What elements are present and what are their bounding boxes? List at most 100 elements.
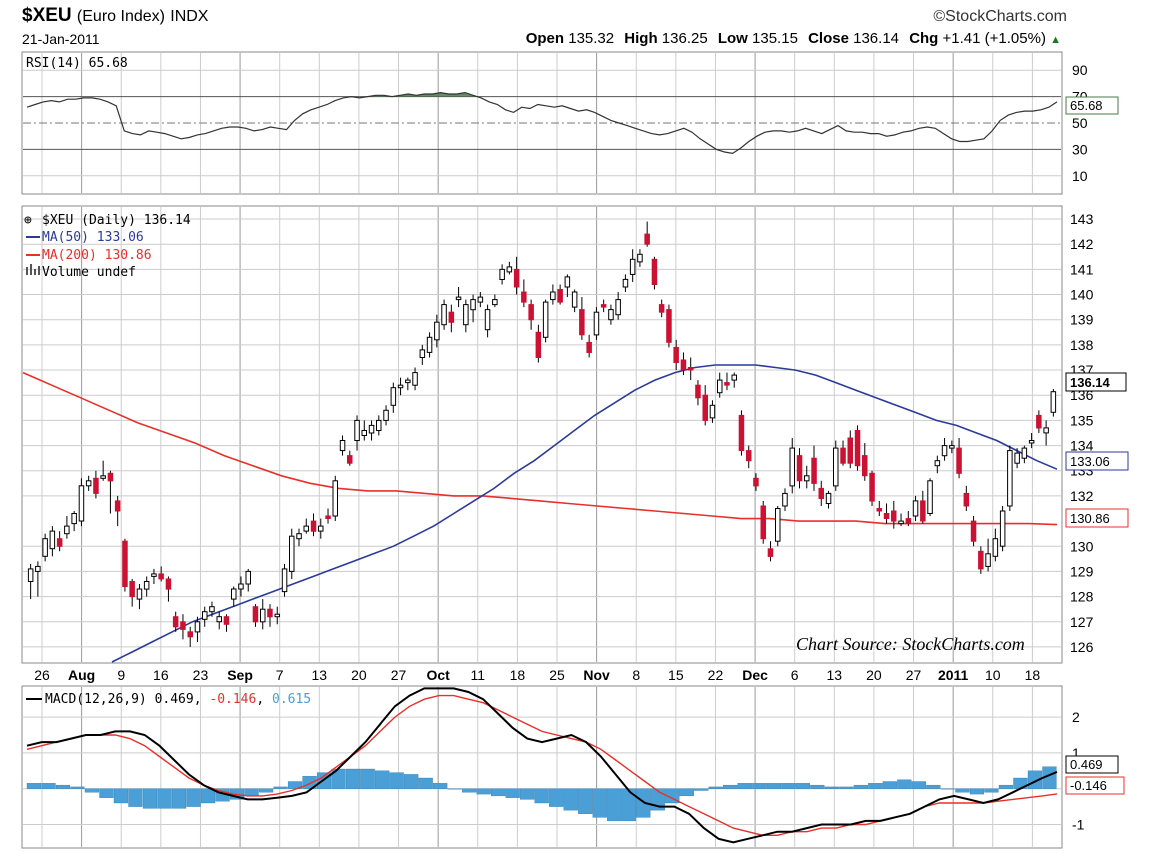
price-y-tick: 135 <box>1070 412 1094 428</box>
candle-body <box>310 520 317 532</box>
x-tick-label: 18 <box>1025 667 1041 683</box>
x-tick-label: Sep <box>227 667 253 683</box>
macd-histogram-bar <box>723 784 738 789</box>
macd-histogram-bar <box>447 788 462 790</box>
candle-body <box>513 268 520 288</box>
macd-histogram-bar <box>418 777 433 789</box>
open-value: 135.32 <box>568 30 615 47</box>
macd-histogram-bar <box>621 788 636 822</box>
ma50-value-tag: 133.06 <box>1065 451 1129 471</box>
candle-body <box>492 299 498 306</box>
macd-histogram-bar <box>984 788 999 793</box>
candle-body <box>963 492 970 507</box>
candle-body <box>187 631 193 638</box>
macd-histogram-bar <box>839 786 854 789</box>
price-y-tick: 127 <box>1070 614 1094 630</box>
macd-line <box>26 687 1058 844</box>
candle-body <box>666 309 672 343</box>
macd-histogram-bar <box>578 788 593 814</box>
candle-body <box>151 573 157 577</box>
svg-text:65.68: 65.68 <box>1070 98 1103 113</box>
x-tick-label: 20 <box>351 667 367 683</box>
macd-histogram-bar <box>462 788 477 793</box>
candle-body <box>804 475 810 482</box>
macd-histogram-bar <box>244 788 259 797</box>
candle-body <box>448 311 455 323</box>
macd-histogram-bar <box>157 788 172 809</box>
macd-histogram-bar <box>200 788 216 804</box>
macd-histogram-bar <box>360 768 375 789</box>
macd-plot <box>26 687 1058 844</box>
macd-histogram-bar <box>563 788 578 811</box>
candle-body <box>376 419 382 431</box>
price-y-tick: 140 <box>1070 287 1094 303</box>
x-tick-label: 27 <box>391 667 407 683</box>
macd-y-tick: 2 <box>1072 709 1080 725</box>
candle-body <box>934 460 941 467</box>
candle-body <box>1036 414 1042 429</box>
macd-histogram-bar <box>926 784 941 789</box>
macd-histogram-bar <box>99 788 114 798</box>
candle-body <box>347 455 353 464</box>
macd-histogram-bar <box>128 788 143 807</box>
candle-body <box>441 304 447 326</box>
macd-histogram-bar <box>969 788 985 795</box>
macd-label-hist: 0.615 <box>272 692 311 707</box>
macd-histogram-bar <box>520 788 535 800</box>
candle-body <box>361 430 367 436</box>
macd-label-prefix: MACD(12,26,9) <box>45 692 147 707</box>
candle-body <box>927 480 933 514</box>
macd-histogram-bar <box>868 783 883 789</box>
candle-body <box>775 508 781 542</box>
x-tick-label: 15 <box>668 667 684 683</box>
candle-body <box>332 480 338 517</box>
candle-body <box>912 500 919 517</box>
candle-body <box>695 384 701 399</box>
price-y-tick: 130 <box>1070 538 1094 554</box>
macd-histogram-bar <box>476 788 491 795</box>
chart-date: 21-Jan-2011 <box>22 31 100 47</box>
candle-body <box>593 311 600 336</box>
macd-histogram-bar <box>346 768 361 789</box>
candle-body <box>397 384 404 389</box>
rsi-y-tick: 30 <box>1072 141 1088 157</box>
candle-body <box>753 477 759 487</box>
symbol-name: (Euro Index) <box>76 8 165 25</box>
macd-histogram-bar <box>853 784 868 789</box>
candle-body <box>296 533 302 540</box>
candle-body <box>528 304 534 321</box>
candle-body <box>550 291 556 301</box>
candle-body <box>143 581 150 590</box>
candle-body <box>818 487 824 499</box>
candle-body <box>629 258 636 275</box>
candle-body <box>470 299 476 311</box>
candle-body <box>368 424 375 434</box>
candle-body <box>862 455 868 477</box>
candle-body <box>833 447 839 487</box>
candle-body <box>869 472 875 502</box>
rsi-plot <box>26 91 1058 155</box>
low-label: Low <box>717 30 748 47</box>
up-arrow-icon: ▲ <box>1050 34 1061 46</box>
candle-body <box>564 276 571 288</box>
ma200-label: MA(200) 130.86 <box>42 248 152 263</box>
macd-value-tag: 0.469 <box>1065 755 1119 774</box>
x-tick-label: 13 <box>312 667 328 683</box>
macd-label: MACD(12,26,9) 0.469, -0.146, 0.615 <box>45 692 311 707</box>
candle-body <box>637 253 643 263</box>
candle-body <box>267 608 273 618</box>
macd-histogram-bar <box>882 781 897 789</box>
x-tick-label: 20 <box>866 667 882 683</box>
macd-histogram-bar <box>273 786 288 789</box>
candle-body <box>339 440 346 452</box>
candle-body <box>535 331 542 358</box>
candle-body <box>390 387 397 406</box>
candle-body <box>129 581 135 598</box>
candle-body <box>542 301 549 338</box>
low-value: 135.15 <box>752 30 798 47</box>
candle-body <box>238 583 244 590</box>
candle-body <box>426 336 433 353</box>
candle-body <box>724 382 730 386</box>
macd-histogram-bar <box>389 772 404 789</box>
